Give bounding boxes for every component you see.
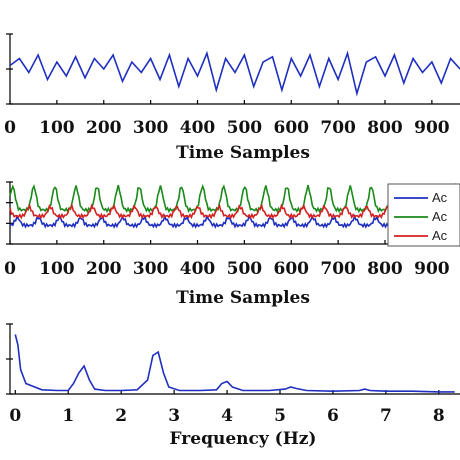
x-tick-label: 800 — [367, 259, 403, 279]
x-tick-label: 500 — [227, 259, 263, 279]
series-line — [14, 334, 455, 393]
x-tick-label: 5 — [274, 406, 286, 426]
x-tick-label: 6 — [327, 406, 339, 426]
x-tick-label: 0 — [9, 406, 21, 426]
x-axis-label: Frequency (Hz) — [170, 429, 317, 449]
x-tick-label: 500 — [227, 118, 263, 138]
panel-top-signal: 0 100 200 300 400 500 600 700 800 900 Time Samples — [4, 33, 460, 163]
x-axis-label: Time Samples — [176, 288, 310, 308]
x-tick-label: 400 — [180, 118, 216, 138]
legend-label: Ac — [432, 209, 448, 224]
x-tick-label: 8 — [433, 406, 445, 426]
x-tick-label: 700 — [320, 259, 356, 279]
x-tick-label: 600 — [274, 118, 310, 138]
panel-bottom-spectrum: 0 1 2 3 4 5 6 7 8 Frequency (Hz) — [6, 323, 460, 449]
x-tick-label: 400 — [180, 259, 216, 279]
legend-label: Ac — [432, 228, 448, 243]
x-tick-label: 0 — [4, 118, 16, 138]
legend-label: Ac — [432, 190, 448, 205]
x-tick-label: 200 — [86, 259, 122, 279]
series-line — [9, 50, 460, 97]
x-tick-label: 200 — [86, 118, 122, 138]
x-tick-label: 700 — [320, 118, 356, 138]
x-tick-label: 100 — [39, 259, 75, 279]
x-tick-label: 0 — [4, 259, 16, 279]
x-tick-label: 7 — [380, 406, 392, 426]
x-tick-label: 4 — [221, 406, 233, 426]
x-tick-label: 1 — [62, 406, 74, 426]
x-tick-label: 900 — [414, 118, 450, 138]
x-tick-label: 100 — [39, 118, 75, 138]
x-axis-label: Time Samples — [176, 143, 310, 163]
x-tick-label: 2 — [115, 406, 127, 426]
x-tick-label: 3 — [168, 406, 180, 426]
x-tick-label: 300 — [133, 259, 169, 279]
x-tick-label: 600 — [274, 259, 310, 279]
series-line — [9, 203, 460, 220]
x-tick-label: 300 — [133, 118, 169, 138]
x-tick-label: 800 — [367, 118, 403, 138]
x-tick-label: 900 — [414, 259, 450, 279]
panel-middle-signals: 0 100 200 300 400 500 600 700 800 900 Time Samples… — [4, 181, 460, 308]
series-line — [9, 213, 460, 229]
